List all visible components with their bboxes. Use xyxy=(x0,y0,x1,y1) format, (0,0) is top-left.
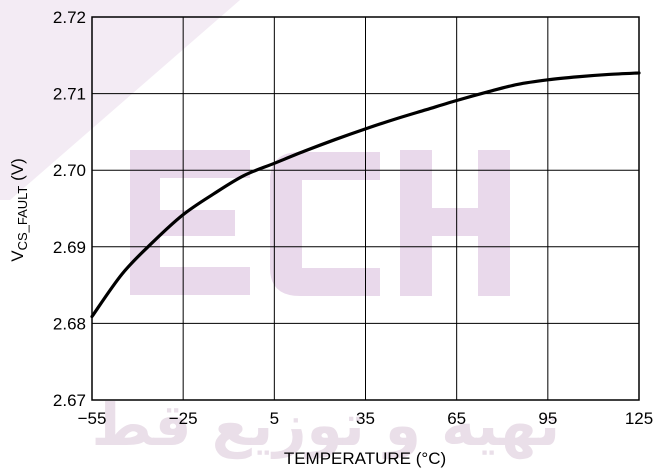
y-tick-label: 2.69 xyxy=(53,238,86,257)
y-axis-label: VCS_FAULT (V) xyxy=(8,158,30,262)
y-axis-label-subscript: CS_FAULT xyxy=(15,186,30,251)
x-axis-label: TEMPERATURE (°C) xyxy=(284,449,446,468)
plot-frame xyxy=(91,16,640,401)
y-tick-label: 2.71 xyxy=(53,85,86,104)
x-tick-label: 95 xyxy=(538,409,557,428)
y-axis-label-main: V xyxy=(8,250,27,262)
series-lines xyxy=(90,71,641,319)
x-tick-label: 125 xyxy=(625,409,653,428)
y-tick-label: 2.72 xyxy=(53,8,86,27)
y-axis-label-unit: (V) xyxy=(8,158,27,185)
x-tick-label: −25 xyxy=(169,409,198,428)
x-tick-label: 5 xyxy=(270,409,279,428)
x-tick-label: 65 xyxy=(447,409,466,428)
y-tick-label: 2.70 xyxy=(53,161,86,180)
series-line xyxy=(90,71,641,319)
grid xyxy=(91,16,640,401)
x-tick-label: 35 xyxy=(356,409,375,428)
tick-labels: −55 −25 5 35 65 95 125 2.67 2.68 2.69 2.70 2.71 2.72 xyxy=(53,8,653,428)
x-tick-label: −55 xyxy=(78,409,107,428)
y-tick-label: 2.68 xyxy=(53,314,86,333)
y-tick-label: 2.67 xyxy=(53,391,86,410)
